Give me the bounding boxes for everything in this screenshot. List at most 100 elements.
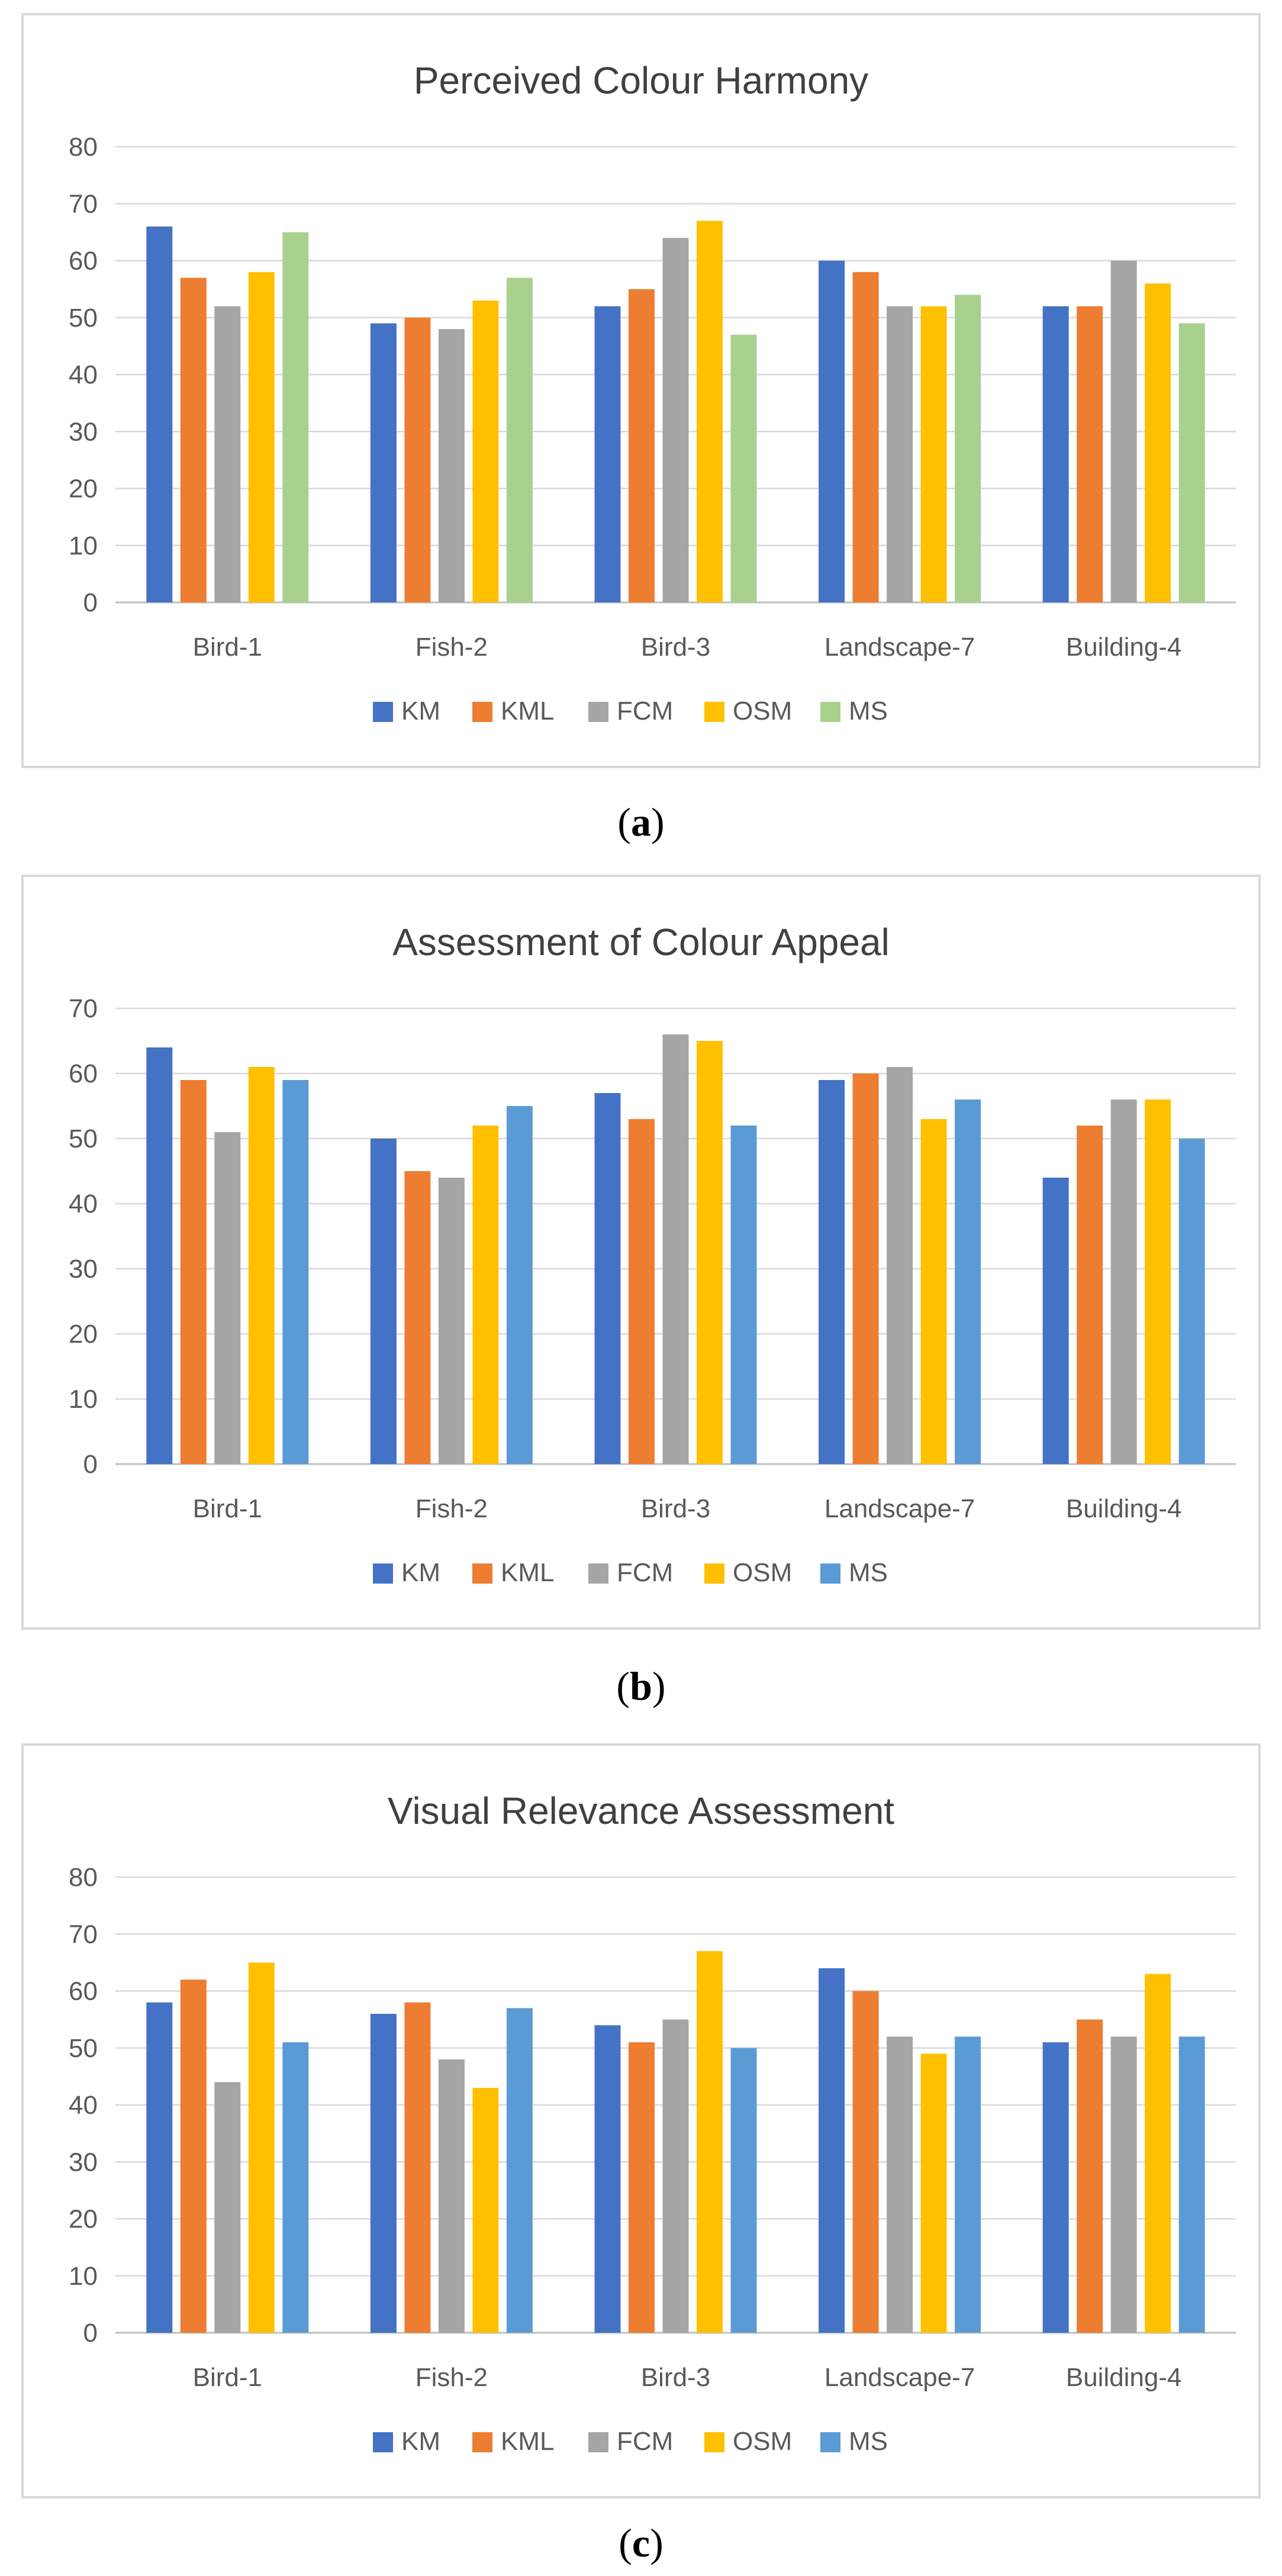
category-label: Landscape-7: [824, 1494, 975, 1523]
legend-item-fcm: FCM: [588, 697, 673, 726]
y-tick-label: 40: [69, 2091, 98, 2120]
legend-label: KM: [401, 2427, 440, 2456]
bar-ms-bird-3: [730, 1126, 757, 1464]
legend-label: OSM: [733, 1558, 792, 1587]
bar-fcm-bird-1: [214, 1132, 241, 1464]
y-tick-label: 0: [83, 1450, 98, 1479]
legend-swatch: [472, 1563, 492, 1584]
legend-item-osm: OSM: [704, 2427, 792, 2456]
legend-item-fcm: FCM: [588, 2427, 673, 2456]
legend-label: FCM: [617, 2427, 673, 2456]
bar-fcm-building-4: [1110, 260, 1137, 602]
bar-km-bird-1: [146, 1047, 173, 1464]
legend-label: KM: [401, 1558, 440, 1587]
category-label: Bird-1: [193, 2363, 262, 2392]
bar-kml-bird-1: [180, 1979, 207, 2333]
bar-osm-bird-3: [697, 221, 723, 602]
legend-item-km: KM: [373, 697, 440, 726]
bar-ms-fish-2: [506, 1106, 533, 1464]
bar-fcm-bird-3: [662, 238, 689, 602]
y-tick-label: 20: [69, 1320, 98, 1349]
legend-swatch: [704, 1563, 724, 1584]
y-tick-label: 70: [69, 1920, 98, 1949]
legend-swatch: [820, 2432, 840, 2452]
bar-ms-bird-3: [730, 2048, 757, 2333]
y-tick-label: 70: [69, 994, 98, 1023]
bar-ms-landscape-7: [955, 295, 981, 602]
bar-kml-bird-3: [629, 1119, 655, 1464]
category-label: Bird-3: [641, 2363, 710, 2392]
bar-osm-bird-1: [248, 272, 275, 602]
bar-kml-fish-2: [404, 317, 431, 602]
legend-swatch: [373, 2432, 393, 2452]
bar-fcm-building-4: [1110, 1100, 1137, 1464]
bar-km-building-4: [1042, 2042, 1069, 2333]
y-tick-label: 30: [69, 417, 98, 446]
category-label: Bird-1: [193, 633, 262, 662]
y-tick-label: 80: [69, 1863, 98, 1892]
bar-fcm-bird-3: [662, 1034, 689, 1464]
bar-kml-landscape-7: [852, 272, 879, 602]
legend-item-km: KM: [373, 1558, 440, 1587]
bar-km-fish-2: [370, 323, 397, 602]
y-tick-label: 50: [69, 304, 98, 333]
category-label: Building-4: [1066, 2363, 1182, 2392]
legend-swatch: [373, 1563, 393, 1584]
legend-label: KML: [501, 697, 554, 726]
category-label: Building-4: [1066, 633, 1182, 662]
bar-fcm-bird-1: [214, 2082, 241, 2333]
bar-kml-bird-3: [629, 289, 655, 602]
bar-ms-bird-1: [282, 232, 309, 602]
bar-osm-landscape-7: [920, 2053, 947, 2333]
chart-title: Assessment of Colour Appeal: [392, 921, 890, 963]
chart-panel-a: Perceived Colour Harmony 0 10 20 30 40 50 60 70 8…: [21, 13, 1261, 768]
legend-swatch: [704, 702, 724, 722]
category-label: Fish-2: [415, 2363, 488, 2392]
bar-osm-building-4: [1145, 283, 1171, 602]
chart-svg-b: Assessment of Colour Appeal 0 10 20 30 40 50 60…: [69, 921, 1236, 1587]
bar-fcm-fish-2: [438, 2059, 465, 2333]
category-label: Bird-3: [641, 1494, 710, 1523]
legend-label: FCM: [617, 697, 673, 726]
legend-swatch: [588, 702, 608, 722]
y-tick-label: 60: [69, 1977, 98, 2006]
bar-ms-fish-2: [506, 278, 533, 602]
legend-item-kml: KML: [472, 697, 554, 726]
legend-label: KML: [501, 2427, 554, 2456]
y-tick-label: 60: [69, 247, 98, 276]
bar-osm-bird-3: [697, 1951, 723, 2333]
chart-panel-b: Assessment of Colour Appeal 0 10 20 30 40 50 60…: [21, 875, 1261, 1630]
legend-item-km: KM: [373, 2427, 440, 2456]
y-tick-label: 50: [69, 1124, 98, 1153]
y-tick-label: 40: [69, 360, 98, 389]
caption-b-label: b: [630, 1663, 652, 1708]
bar-ms-landscape-7: [955, 1100, 981, 1464]
bar-km-bird-3: [594, 2025, 621, 2333]
caption-b: (b): [616, 1663, 666, 1708]
legend-label: MS: [849, 2427, 888, 2456]
y-tick-label: 20: [69, 2205, 98, 2234]
bar-ms-building-4: [1178, 323, 1205, 602]
bar-osm-fish-2: [472, 300, 499, 602]
caption-c: (c): [619, 2520, 663, 2565]
chart-panel-c: Visual Relevance Assessment 0 10 20 30 40 50 60…: [21, 1743, 1261, 2498]
bar-osm-bird-3: [697, 1041, 723, 1464]
category-label: Landscape-7: [824, 633, 975, 662]
bar-ms-bird-1: [282, 2042, 309, 2333]
legend-item-fcm: FCM: [588, 1558, 673, 1587]
bar-osm-fish-2: [472, 1126, 499, 1464]
chart-svg-c: Visual Relevance Assessment 0 10 20 30 40 50 60…: [69, 1790, 1236, 2456]
y-tick-label: 0: [83, 588, 98, 617]
legend-item-ms: MS: [820, 697, 888, 726]
y-tick-label: 20: [69, 475, 98, 504]
legend-label: MS: [849, 697, 888, 726]
category-label: Bird-1: [193, 1494, 262, 1523]
legend-swatch: [820, 702, 840, 722]
bar-fcm-landscape-7: [887, 2036, 913, 2333]
category-label: Landscape-7: [824, 2363, 975, 2392]
bar-osm-bird-1: [248, 1962, 275, 2333]
legend-swatch: [373, 702, 393, 722]
bar-kml-bird-1: [180, 278, 207, 602]
y-tick-label: 60: [69, 1059, 98, 1088]
legend-item-osm: OSM: [704, 1558, 792, 1587]
